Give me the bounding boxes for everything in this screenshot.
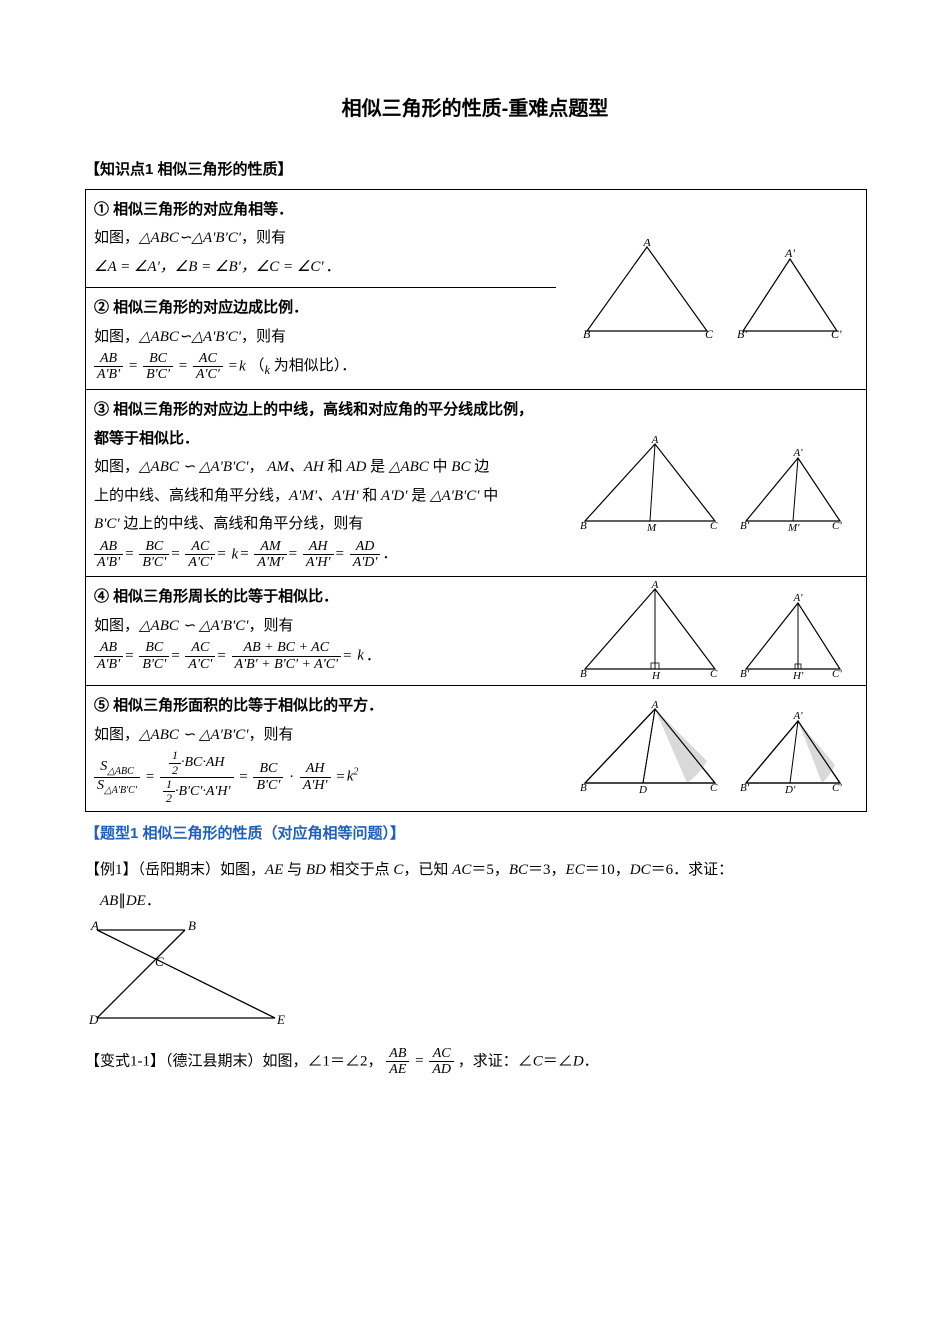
- prop3-head: ③ 相似三角形的对应边上的中线，高线和对应角的平分线成比例，都等于相似比．: [94, 396, 548, 453]
- svg-text:A: A: [651, 436, 659, 446]
- svg-text:A': A': [792, 710, 803, 722]
- prop1-cell: ① 相似三角形的对应角相等． 如图，△ABC∽△A'B'C'，则有 ∠A = ∠…: [86, 190, 556, 288]
- prop2-formula: ABA'B' = BCB'C' = ACA'C' =k （k 为相似比）．: [94, 351, 548, 383]
- svg-text:C: C: [705, 327, 714, 339]
- svg-text:M: M: [646, 522, 657, 531]
- topic-type-1: 【题型1 相似三角形的性质（对应角相等问题）】: [85, 820, 865, 849]
- fig-example1: A B C D E: [85, 918, 285, 1028]
- prop5-cell: ⑤ 相似三角形面积的比等于相似比的平方． 如图，△ABC ∽ △A'B'C'，则…: [86, 686, 556, 811]
- svg-text:A': A': [784, 246, 795, 260]
- svg-text:A: A: [651, 701, 659, 711]
- prop4-formula: ABA'B'= BCB'C'= ACA'C'= AB + BC + ACA'B'…: [94, 640, 548, 672]
- svg-text:B: B: [580, 520, 587, 531]
- prop5-l1: 如图，△ABC ∽ △A'B'C'，则有: [94, 721, 548, 750]
- prop5-formula: S△ABC S△A'B'C' = 12·BC·AH 12·B'C'·A'H' =…: [94, 749, 548, 805]
- svg-text:C': C': [831, 327, 842, 339]
- svg-text:D: D: [88, 1012, 99, 1027]
- fig-prop4: A B H C A' B' H' C': [577, 581, 845, 681]
- prop1-line2: ∠A = ∠A'，∠B = ∠B'，∠C = ∠C'．: [94, 253, 548, 282]
- svg-text:A': A': [792, 447, 803, 459]
- prop4-cell: ④ 相似三角形周长的比等于相似比． 如图，△ABC ∽ △A'B'C'，则有 A…: [86, 577, 556, 685]
- svg-text:C: C: [710, 668, 718, 680]
- svg-text:A: A: [90, 918, 99, 933]
- svg-text:C: C: [155, 954, 164, 969]
- svg-text:B: B: [583, 327, 591, 339]
- knowledge-heading: 【知识点1 相似三角形的性质】: [85, 156, 865, 185]
- svg-text:M': M': [787, 522, 800, 531]
- variant-1-1: 【变式1-1】（德江县期末）如图，∠1＝∠2， ABAE = ACAD ，求证：…: [85, 1046, 865, 1078]
- fig-prop12: A B C A' B' C': [577, 239, 845, 339]
- svg-text:D: D: [638, 784, 647, 796]
- prop3-formula: ABA'B'= BCB'C'= ACA'C'= k= AMA'M'= AHA'H…: [94, 539, 548, 571]
- prop5-head: ⑤ 相似三角形面积的比等于相似比的平方．: [94, 692, 548, 721]
- fig-prop5: A B D C A' B' D' C': [577, 701, 845, 796]
- svg-text:A': A': [792, 592, 803, 604]
- prop4-head: ④ 相似三角形周长的比等于相似比．: [94, 583, 548, 612]
- prop4-l1: 如图，△ABC ∽ △A'B'C'，则有: [94, 612, 548, 641]
- svg-text:B: B: [188, 918, 196, 933]
- svg-text:A: A: [642, 239, 651, 249]
- prop1-line1: 如图，△ABC∽△A'B'C'，则有: [94, 224, 548, 253]
- svg-text:A: A: [651, 581, 659, 591]
- page-title: 相似三角形的性质-重难点题型: [85, 90, 865, 128]
- prop2-line1: 如图，△ABC∽△A'B'C'，则有: [94, 323, 548, 352]
- prop2-head: ② 相似三角形的对应边成比例．: [94, 294, 548, 323]
- svg-text:C': C': [832, 520, 842, 531]
- svg-text:H': H': [792, 670, 804, 681]
- fig-prop3a: A B M C A' B' M' C': [577, 436, 845, 531]
- prop1-head: ① 相似三角形的对应角相等．: [94, 196, 548, 225]
- svg-text:H: H: [651, 670, 661, 681]
- svg-text:C': C': [832, 668, 842, 680]
- prop3-l1: 如图，△ABC ∽ △A'B'C'， AM、AH 和 AD 是 △ABC 中 B…: [94, 453, 548, 482]
- prop3-l3: B'C' 边上的中线、高线和角平分线，则有: [94, 510, 548, 539]
- svg-text:B': B': [740, 782, 750, 794]
- svg-text:C: C: [710, 520, 718, 531]
- svg-text:D': D': [784, 784, 796, 796]
- svg-text:B: B: [580, 668, 587, 680]
- svg-text:C': C': [832, 782, 842, 794]
- svg-text:B: B: [580, 782, 587, 794]
- svg-text:B': B': [737, 327, 747, 339]
- example-1: 【例1】（岳阳期末）如图，AE 与 BD 相交于点 C，已知 AC＝5，BC＝3…: [85, 855, 865, 918]
- prop3-cell: ③ 相似三角形的对应边上的中线，高线和对应角的平分线成比例，都等于相似比． 如图…: [86, 390, 556, 576]
- properties-table: ① 相似三角形的对应角相等． 如图，△ABC∽△A'B'C'，则有 ∠A = ∠…: [85, 189, 867, 813]
- svg-text:B': B': [740, 520, 750, 531]
- prop2-cell: ② 相似三角形的对应边成比例． 如图，△ABC∽△A'B'C'，则有 ABA'B…: [86, 288, 556, 389]
- svg-text:B': B': [740, 668, 750, 680]
- svg-text:C: C: [710, 782, 718, 794]
- svg-text:E: E: [276, 1012, 285, 1027]
- prop3-l2: 上的中线、高线和角平分线，A'M'、A'H' 和 A'D' 是 △A'B'C' …: [94, 482, 548, 511]
